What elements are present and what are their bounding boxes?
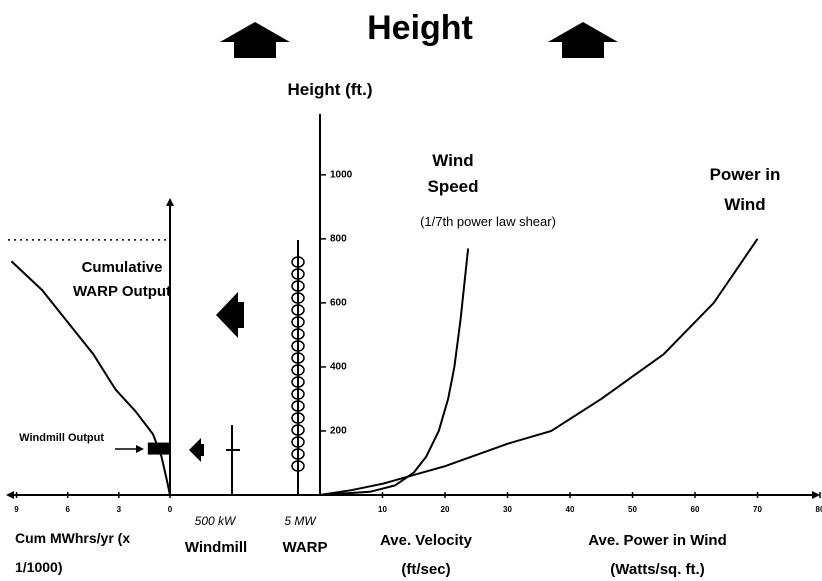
x-tick-label: 6 (65, 505, 70, 514)
y-axis-label: Height (ft.) (270, 80, 390, 100)
windmill-label: Windmill (166, 539, 266, 556)
x-tick-label: 70 (753, 505, 762, 514)
figure: Height 200400600800100010203040506070809… (0, 0, 822, 581)
axis-arrow (166, 198, 174, 206)
x-axis-label: Cum MWhrs/yr (x 1/1000) (15, 524, 140, 581)
x-axis-label: Ave. Velocity (ft/sec) (370, 526, 482, 581)
x-tick-label: 60 (691, 505, 700, 514)
title: Height (367, 9, 473, 47)
y-tick-label: 1000 (330, 169, 353, 180)
series-label: Wind Speed (413, 148, 493, 200)
y-tick-label: 200 (330, 426, 347, 437)
y-tick-label: 800 (330, 234, 347, 245)
x-axis-label: Ave. Power in Wind (Watts/sq. ft.) (570, 526, 745, 581)
left-arrow (189, 438, 204, 462)
series-label: Cumulative WARP Output (72, 256, 172, 304)
axis-arrow (6, 491, 14, 499)
warp-rating: 5 MW (270, 514, 330, 528)
series-line (320, 239, 758, 495)
x-tick-label: 40 (566, 505, 575, 514)
axis-arrow (812, 491, 820, 499)
left-arrow (216, 292, 244, 338)
up-arrow (220, 22, 290, 58)
x-tick-label: 50 (628, 505, 637, 514)
x-tick-label: 9 (14, 505, 19, 514)
series-note: (1/7th power law shear) (388, 214, 588, 229)
windmill-output-label: Windmill Output (18, 428, 104, 448)
windmill-output-bar (148, 443, 170, 455)
series-label: Power in Wind (697, 160, 793, 220)
x-tick-label: 20 (441, 505, 450, 514)
warp-label: WARP (270, 539, 340, 556)
x-tick-label: 80 (816, 505, 822, 514)
x-tick-label: 30 (503, 505, 512, 514)
y-tick-label: 400 (330, 362, 347, 373)
up-arrow (548, 22, 618, 58)
x-tick-label: 3 (117, 505, 122, 514)
y-tick-label: 600 (330, 298, 347, 309)
x-tick-label: 10 (378, 505, 387, 514)
x-tick-label: 0 (168, 505, 173, 514)
windmill-rating: 500 kW (175, 514, 255, 528)
pointer-head (136, 445, 144, 453)
